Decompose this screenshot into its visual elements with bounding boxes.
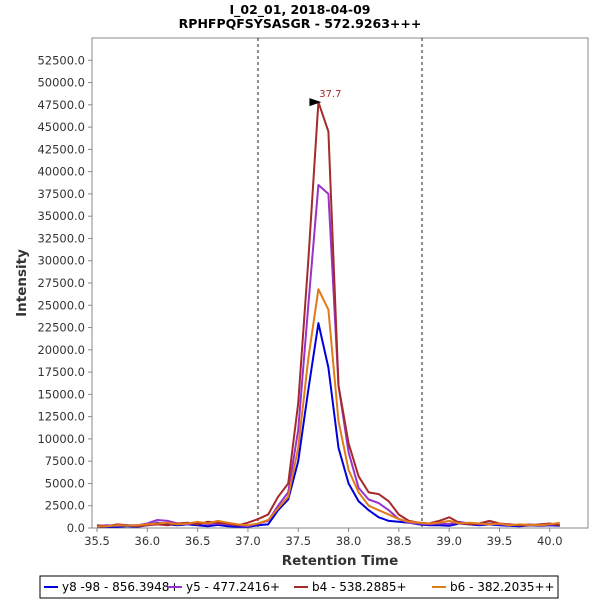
y-tick-label-2: 5000.0 <box>45 476 85 490</box>
x-tick-label-3: 37.0 <box>235 534 261 548</box>
y-tick-label-21: 52500.0 <box>37 53 85 67</box>
x-tick-label-7: 39.0 <box>436 534 462 548</box>
y-tick-label-10: 25000.0 <box>37 298 85 312</box>
y-tick-label-20: 50000.0 <box>37 76 85 90</box>
y-axis-label: Intensity <box>14 249 30 317</box>
y-tick-label-9: 22500.0 <box>37 321 85 335</box>
x-axis: 35.5 36.0 36.5 37.0 37.5 38.0 38.5 39.0 39.5 40.0 <box>84 528 563 548</box>
y-tick-label-16: 40000.0 <box>37 165 85 179</box>
legend-label-0: y8 -98 - 856.3948+ <box>62 580 179 594</box>
x-tick-label-8: 39.5 <box>487 534 513 548</box>
y-axis: 0.0 2500.0 5000.0 7500.0 10000.0 12500.0 15000… <box>37 53 92 535</box>
series-layer <box>96 101 560 529</box>
y-tick-label-14: 35000.0 <box>37 209 85 223</box>
y-tick-label-12: 30000.0 <box>37 254 85 268</box>
y-tick-label-7: 17500.0 <box>37 365 85 379</box>
x-tick-label-9: 40.0 <box>537 534 563 548</box>
y-tick-label-4: 10000.0 <box>37 432 85 446</box>
x-tick-label-1: 36.0 <box>135 534 161 548</box>
x-tick-label-5: 38.0 <box>336 534 362 548</box>
y-tick-label-13: 32500.0 <box>37 231 85 245</box>
y-tick-label-5: 12500.0 <box>37 410 85 424</box>
legend: y8 -98 - 856.3948+ y5 - 477.2416+ b4 - 538… <box>39 575 559 599</box>
peak-annotation: 37.7 <box>309 89 342 107</box>
x-tick-label-6: 38.5 <box>386 534 412 548</box>
series-line-3 <box>96 288 560 528</box>
y-tick-label-19: 47500.0 <box>37 98 85 112</box>
peak-marker <box>309 98 322 107</box>
y-tick-label-11: 27500.0 <box>37 276 85 290</box>
y-tick-label-17: 42500.0 <box>37 142 85 156</box>
y-tick-label-0: 0.0 <box>67 521 85 535</box>
x-tick-label-0: 35.5 <box>84 534 110 548</box>
legend-label-2: b4 - 538.2885+ <box>312 580 407 594</box>
y-tick-label-8: 20000.0 <box>37 343 85 357</box>
y-tick-label-3: 7500.0 <box>45 454 85 468</box>
x-tick-label-4: 37.5 <box>285 534 311 548</box>
y-tick-label-18: 45000.0 <box>37 120 85 134</box>
peak-label: 37.7 <box>319 89 341 100</box>
x-axis-label: Retention Time <box>282 553 399 569</box>
y-tick-label-1: 2500.0 <box>45 499 85 513</box>
legend-label-3: b6 - 382.2035++ <box>450 580 555 594</box>
chart-subtitle: RPHFPQFSYSASGR - 572.9263+++ <box>179 16 422 31</box>
x-tick-label-2: 36.5 <box>185 534 211 548</box>
integration-boundaries <box>257 38 423 528</box>
y-tick-label-15: 37500.0 <box>37 187 85 201</box>
plot-area <box>91 37 589 529</box>
y-tick-label-6: 15000.0 <box>37 387 85 401</box>
legend-label-1: y5 - 477.2416+ <box>186 580 280 594</box>
chart-title: I_02_01, 2018-04-09 <box>230 2 371 18</box>
